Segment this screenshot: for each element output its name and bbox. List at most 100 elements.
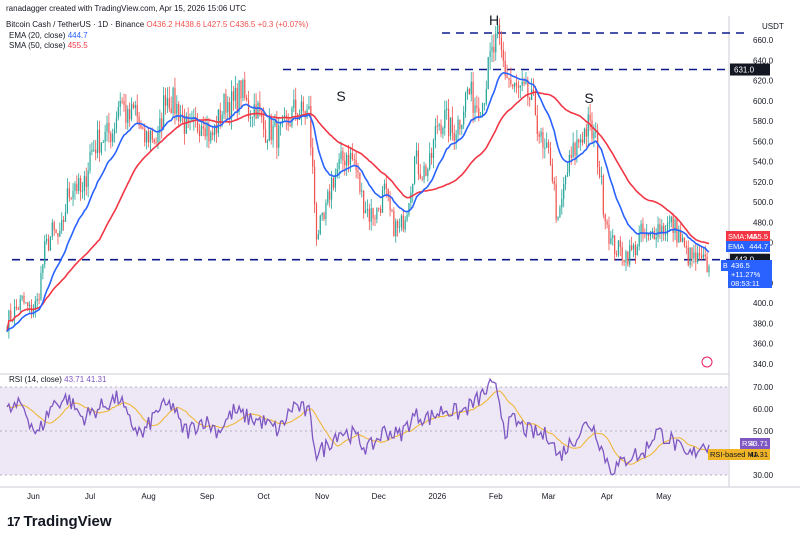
- candle-body: [268, 117, 270, 141]
- candle-body: [608, 224, 610, 244]
- candle-body: [23, 295, 25, 303]
- candle-body: [206, 124, 208, 137]
- time-tick-label: Apr: [601, 492, 614, 501]
- candle-body: [572, 143, 574, 158]
- candle-body: [312, 147, 314, 167]
- price-tick-label: 660.0: [753, 36, 774, 45]
- candle-body: [631, 245, 633, 250]
- candle-body: [397, 221, 399, 228]
- candle-body: [653, 231, 655, 240]
- candle-body: [429, 153, 431, 170]
- rsi-badge-tag: RSI: [742, 439, 755, 448]
- candle-body: [127, 109, 129, 123]
- candle-body: [623, 260, 625, 263]
- candle-body: [438, 124, 440, 127]
- candle-body: [159, 118, 161, 133]
- candle-body: [340, 151, 342, 160]
- candle-body: [587, 114, 589, 137]
- time-tick-label: Feb: [489, 492, 503, 501]
- rsi-legend[interactable]: RSI (14, close) 43.71 41.31: [9, 375, 106, 385]
- candle-body: [102, 141, 104, 143]
- candle-body: [678, 229, 680, 243]
- candle-body: [580, 139, 582, 143]
- candle-body: [146, 131, 148, 143]
- level-631-badge-bg: [730, 63, 770, 76]
- candle-body: [166, 98, 169, 106]
- candle-body: [57, 233, 59, 237]
- sma-legend-value: 455.5: [67, 41, 88, 50]
- candle-body: [68, 188, 70, 198]
- ema-legend-label: EMA (20, close): [9, 31, 66, 40]
- candle-body: [104, 131, 106, 142]
- candle-body: [47, 238, 50, 251]
- candle-body: [242, 79, 244, 99]
- candle-body: [246, 97, 248, 101]
- candle-body: [504, 60, 506, 76]
- candle-body: [617, 240, 620, 256]
- candle-body: [366, 208, 369, 211]
- candle-body: [591, 120, 593, 139]
- candle-body: [119, 100, 121, 107]
- candle-body: [389, 196, 391, 211]
- candle-body: [566, 172, 569, 176]
- candle-body: [691, 247, 693, 259]
- candle-body: [549, 147, 552, 165]
- candle-body: [342, 151, 344, 161]
- tradingview-logo[interactable]: 17 TradingView: [7, 513, 112, 530]
- candle-body: [661, 225, 663, 234]
- candle-body: [238, 80, 240, 112]
- candle-body: [659, 224, 661, 234]
- candle-body: [219, 109, 221, 124]
- candle-body: [400, 215, 403, 228]
- candle-body: [436, 126, 438, 128]
- candle-body: [112, 133, 114, 143]
- candle-body: [149, 130, 152, 143]
- candle-body: [144, 128, 146, 143]
- rsi-tick-label: 70.00: [753, 383, 774, 392]
- candle-body: [540, 132, 542, 137]
- candle-body: [457, 119, 459, 135]
- candle-body: [317, 234, 319, 240]
- candle-body: [472, 81, 474, 113]
- candle-body: [83, 176, 85, 192]
- time-tick-label: May: [656, 492, 671, 501]
- candle-body: [236, 88, 238, 112]
- candle-body: [585, 128, 587, 137]
- sma-legend-label: SMA (50, close): [9, 41, 66, 50]
- candle-body: [59, 230, 61, 237]
- candle-body: [561, 198, 563, 208]
- candle-body: [406, 214, 408, 221]
- candle-body: [451, 117, 453, 133]
- candle-body: [351, 153, 353, 159]
- candle-body: [415, 150, 418, 157]
- candle-body: [380, 208, 382, 213]
- candle-body: [202, 126, 204, 129]
- candle-body: [683, 237, 686, 246]
- candle-body: [266, 140, 269, 143]
- ema-legend[interactable]: EMA (20, close) 444.7: [9, 31, 88, 41]
- time-tick-label: Aug: [141, 492, 155, 501]
- rsi-badge-bg: [740, 438, 770, 449]
- candle-body: [55, 229, 57, 234]
- candle-body: [489, 51, 491, 58]
- candle-body: [481, 103, 484, 117]
- candle-body: [180, 114, 182, 122]
- left-shoulder-label: S: [336, 88, 345, 104]
- time-tick-label: 2026: [428, 492, 446, 501]
- candle-body: [627, 251, 629, 265]
- candle-body: [36, 299, 38, 302]
- candle-body: [527, 80, 529, 98]
- candle-body: [695, 252, 697, 263]
- candle-body: [136, 104, 138, 117]
- sma-legend[interactable]: SMA (50, close) 455.5: [9, 41, 88, 51]
- candle-body: [521, 81, 523, 86]
- time-tick-label: Jun: [27, 492, 40, 501]
- rsi-ma-badge-tag: RSI-based MA: [710, 450, 759, 459]
- candle-body: [553, 181, 555, 185]
- candle-body: [508, 78, 510, 80]
- candle-body: [140, 125, 142, 128]
- candle-body: [346, 154, 348, 166]
- candle-body: [589, 114, 591, 121]
- ema-badge: 444.7: [749, 242, 768, 251]
- candle-body: [117, 106, 119, 118]
